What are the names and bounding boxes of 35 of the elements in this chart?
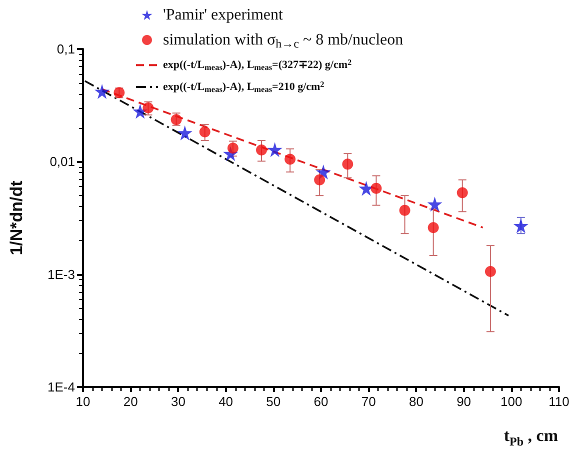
x-tick-label: 70	[361, 394, 376, 409]
point	[142, 102, 154, 114]
point	[370, 182, 382, 194]
point	[428, 222, 439, 234]
x-tick-label: 100	[500, 394, 522, 409]
y-tick-label: 1E-4	[48, 380, 75, 394]
point	[199, 126, 210, 138]
point	[267, 142, 282, 158]
y-tick-label: 1E-3	[48, 266, 75, 282]
point	[427, 196, 442, 212]
x-tick-label: 20	[123, 394, 138, 409]
x-tick-label: 40	[218, 394, 234, 409]
point	[484, 266, 496, 277]
x-tick-label: 110	[548, 394, 570, 409]
x-tick-label: 10	[76, 394, 90, 409]
point	[513, 218, 528, 234]
x-tick-label: 80	[408, 394, 424, 409]
x-tick-label: 60	[314, 394, 328, 409]
y-axis-title: 1/N*dn/dt	[7, 180, 26, 256]
x-tick-label: 90	[456, 394, 472, 409]
point	[94, 84, 110, 99]
x-tick-label: 50	[266, 394, 281, 409]
point	[177, 125, 192, 140]
point	[456, 187, 468, 198]
x-axis-title: t$_{Pb}$ , cm	[504, 426, 558, 450]
y-tick-label: 0,1	[56, 42, 75, 56]
x-tick-label: 30	[170, 394, 186, 409]
point	[342, 158, 354, 170]
point	[399, 204, 410, 216]
y-tick-label: 0,01	[50, 154, 75, 170]
point	[256, 144, 267, 156]
legend-label: 'Pamir' experiment	[163, 6, 284, 24]
point	[358, 180, 374, 196]
point	[284, 154, 296, 165]
point	[314, 174, 326, 186]
